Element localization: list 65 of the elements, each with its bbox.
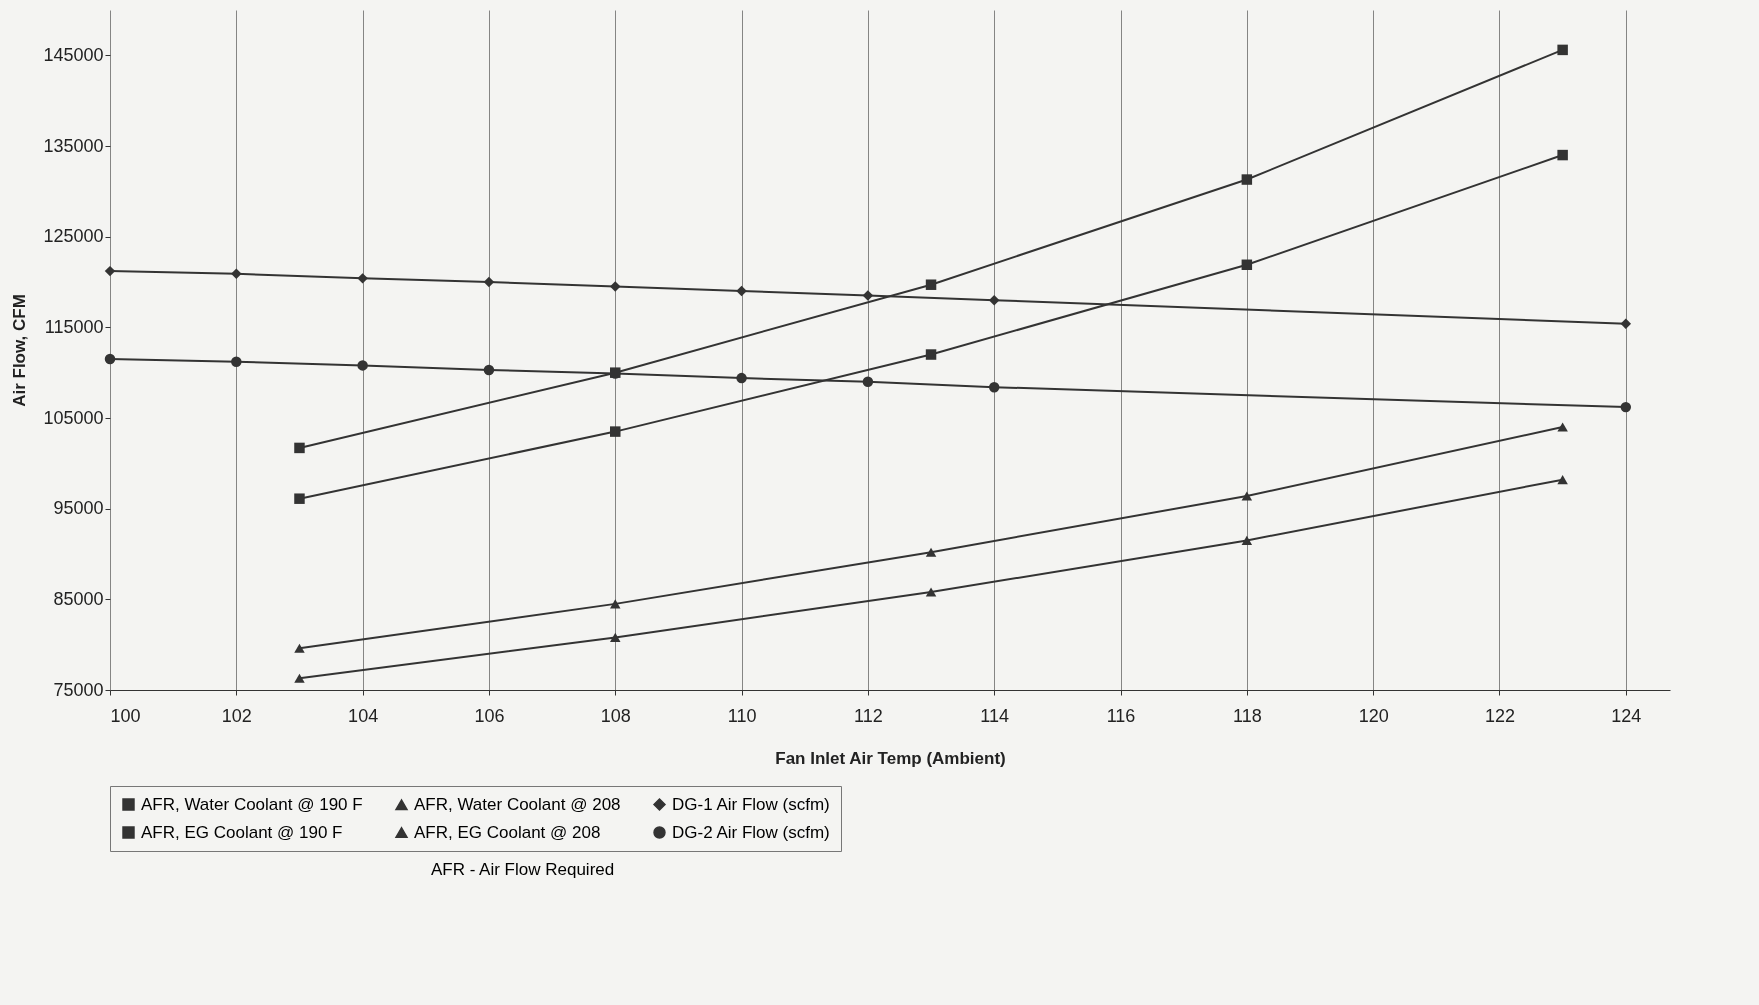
point	[104, 265, 116, 277]
x-tick-label: 106	[474, 705, 505, 726]
point	[104, 353, 116, 365]
point	[925, 349, 937, 360]
x-tick-label: 116	[1106, 705, 1136, 726]
point	[1620, 318, 1632, 329]
legend-label: AFR, EG Coolant @ 190 F	[141, 822, 343, 842]
point	[1241, 174, 1253, 185]
x-tick-label: 110	[727, 705, 757, 726]
x-tick-label: 122	[1484, 705, 1515, 726]
point	[610, 632, 621, 642]
x-tick-label: 102	[221, 705, 252, 726]
point	[925, 547, 937, 557]
x-axis-title: Fan Inlet Air Temp (Ambient)	[775, 748, 1006, 768]
point	[1620, 401, 1632, 413]
x-tick-label: 118	[1232, 705, 1262, 726]
point	[294, 673, 305, 683]
point	[294, 442, 305, 454]
legend-label: DG-2 Air Flow (scfm)	[672, 822, 830, 842]
point	[988, 381, 1000, 393]
x-tick-label: 112	[854, 705, 883, 726]
point	[1557, 149, 1568, 161]
y-tick-label: 105000	[43, 407, 104, 428]
x-tick-label: 114	[980, 705, 1010, 726]
y-tick-label: 135000	[43, 135, 104, 156]
y-tick-label: 95000	[53, 498, 104, 519]
x-tick-label: 120	[1358, 705, 1389, 726]
point	[1241, 535, 1253, 545]
y-tick-label: 145000	[43, 44, 104, 65]
y-tick-label: 75000	[53, 679, 104, 700]
point	[231, 356, 242, 368]
x-tick-label: 108	[600, 705, 631, 726]
point	[1241, 491, 1253, 501]
point	[357, 273, 368, 284]
point	[294, 643, 305, 653]
y-axis-title: Air Flow, CFM	[10, 294, 30, 407]
point	[925, 279, 937, 290]
point	[610, 426, 621, 437]
point	[483, 364, 495, 376]
y-tick-label: 115000	[44, 316, 104, 337]
x-tick-label: 124	[1611, 705, 1642, 726]
point	[483, 276, 495, 288]
point	[925, 587, 937, 597]
text: AFR - Air Flow Required	[430, 859, 615, 879]
point	[862, 376, 874, 387]
legend-label: AFR, Water Coolant @ 208	[414, 794, 621, 814]
point	[1557, 475, 1568, 485]
x-tick-label: 100	[110, 705, 141, 726]
point	[231, 268, 242, 280]
point	[862, 290, 874, 301]
point	[1557, 44, 1568, 56]
legend-label: DG-1 Air Flow (scfm)	[672, 794, 830, 814]
x-tick-label: 104	[348, 705, 379, 726]
point	[736, 285, 747, 297]
point	[988, 294, 1000, 306]
point	[294, 493, 305, 504]
point	[1557, 422, 1568, 432]
y-tick-label: 85000	[53, 588, 104, 609]
legend-label: AFR, EG Coolant @ 208	[414, 822, 601, 842]
point	[610, 281, 621, 292]
point	[736, 372, 747, 384]
legend-label: AFR, Water Coolant @ 190 F	[141, 794, 363, 814]
point	[1241, 259, 1253, 271]
y-tick-label: 125000	[43, 226, 104, 247]
point	[357, 360, 368, 371]
